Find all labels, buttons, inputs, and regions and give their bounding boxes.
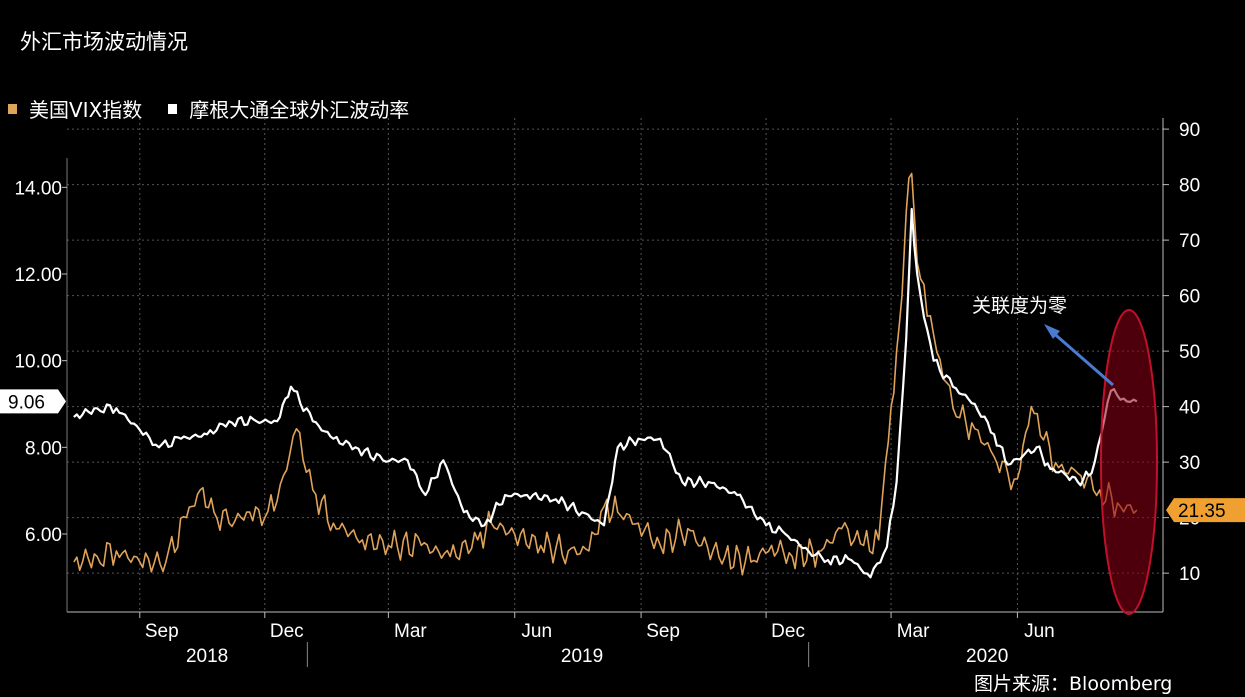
highlight-ellipse	[1100, 309, 1158, 615]
right-tick-label-4: 50	[1179, 342, 1200, 363]
x-year-label-2: 2020	[966, 646, 1008, 667]
left-value-tag	[0, 389, 66, 414]
annotation-text: 关联度为零	[972, 295, 1067, 317]
gridlines	[67, 118, 1163, 612]
series-line-vix	[73, 172, 1138, 576]
series-line-fx-vol	[73, 207, 1138, 579]
chart-title: 外汇市场波动情况	[20, 30, 188, 54]
x-tick-label-2: Mar	[394, 621, 427, 642]
axes	[66, 118, 1164, 613]
left-tick-label-0: 6.00	[25, 525, 62, 546]
x-tick-label-3: Jun	[521, 621, 552, 642]
right-tick-label-6: 70	[1179, 231, 1200, 252]
annotation-arrow-head	[1044, 324, 1060, 339]
left-tick-label-4: 14.00	[14, 178, 62, 199]
legend-label-fx: 摩根大通全球外汇波动率	[189, 98, 410, 122]
x-tick-label-0: Sep	[145, 621, 179, 642]
left-tick-label-1: 8.00	[25, 438, 62, 459]
right-tick-label-5: 60	[1179, 287, 1200, 308]
legend-label-vix: 美国VIX指数	[29, 98, 143, 122]
image-credit: 图片来源：Bloomberg	[974, 673, 1172, 695]
x-tick-label-5: Dec	[771, 621, 805, 642]
legend-swatch-fx	[168, 103, 178, 114]
left-tick-label-3: 12.00	[14, 265, 62, 286]
x-tick-label-6: Mar	[897, 621, 930, 642]
right-value-tag	[1166, 498, 1245, 523]
legend-swatch-vix	[8, 103, 17, 114]
right-tick-label-2: 30	[1179, 453, 1200, 474]
x-year-label-1: 2019	[561, 646, 603, 667]
left-value-tag-label: 9.06	[8, 392, 45, 413]
x-tick-label-7: Jun	[1024, 621, 1055, 642]
right-tick-label-7: 80	[1179, 176, 1200, 197]
x-year-label-0: 2018	[186, 646, 228, 667]
right-axis-ticks: 102030405060708090	[1163, 120, 1200, 585]
annotation-overlay: 关联度为零	[972, 295, 1158, 615]
x-axis-ticks: Sep Dec Mar Jun Sep Dec Mar Jun 2018 2019 2020	[139, 612, 1055, 667]
right-tick-label-8: 90	[1179, 120, 1200, 141]
left-tick-label-2: 10.00	[14, 352, 62, 373]
left-axis-ticks: 6.00 8.00 10.00 12.00 14.00	[14, 178, 67, 546]
x-tick-label-1: Dec	[270, 621, 304, 642]
right-tick-label-3: 40	[1179, 398, 1200, 419]
x-tick-label-4: Sep	[646, 621, 680, 642]
legend: 美国VIX指数 摩根大通全球外汇波动率	[8, 94, 435, 123]
right-value-tag-label: 21.35	[1178, 501, 1226, 522]
value-tags: 9.06 21.35	[0, 389, 1245, 523]
annotation-arrow-shaft	[1049, 328, 1114, 387]
right-tick-label-0: 10	[1179, 564, 1200, 585]
series-lines	[73, 172, 1138, 579]
